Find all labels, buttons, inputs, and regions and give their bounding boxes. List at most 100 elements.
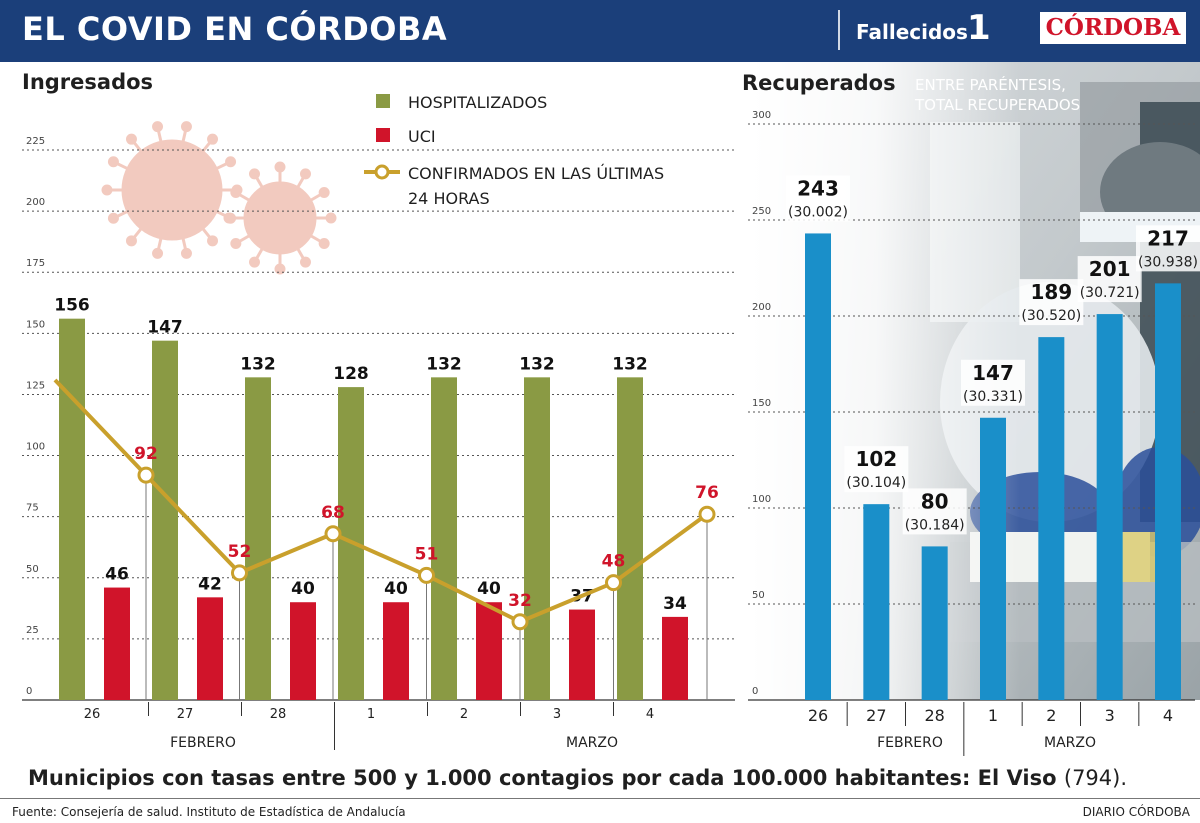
bar-uci: [476, 602, 502, 700]
ingresados-ytick-label: 175: [26, 258, 45, 269]
confirmados-point: [418, 566, 435, 584]
recuperados-total-label: (30.184): [905, 517, 965, 533]
label-hospitalizados: 147: [147, 318, 183, 338]
recuperados-ytick-label: 300: [752, 110, 771, 121]
ingresados-ytick-label: 225: [26, 136, 45, 147]
recuperados-xtick-label: 1: [988, 706, 998, 725]
recuperados-total-label: (30.520): [1021, 308, 1081, 324]
virus-spike-tip: [230, 187, 242, 198]
bar-hospitalizados: [524, 377, 550, 700]
legend-label-uci: UCI: [408, 127, 436, 146]
header-divider: [838, 10, 840, 50]
virus-spike-tip: [318, 187, 330, 198]
ingresados-ytick-label: 100: [26, 442, 45, 453]
confirmados-point: [605, 574, 622, 592]
fallecidos-label: Fallecidos: [856, 20, 968, 44]
virus-spike-tip: [274, 263, 286, 275]
recuperados-subtitle: ENTRE PARÉNTESIS, TOTAL RECUPERADOS: [914, 75, 1080, 114]
recuperados-total-label: (30.002): [788, 204, 848, 220]
bar-hospitalizados: [59, 318, 85, 700]
ingresados-xtick-label: 3: [553, 707, 561, 722]
recuperados-total-label: (30.721): [1080, 285, 1140, 301]
label-uci: 40: [384, 579, 408, 599]
legend-label-confirmados: CONFIRMADOS EN LAS ÚLTIMAS 24 HORAS: [408, 164, 664, 208]
bar-recuperados: [863, 504, 890, 700]
ingresados-group-label-febrero: FEBRERO: [170, 735, 236, 751]
label-hospitalizados: 132: [612, 354, 648, 374]
virus-spike-tip: [223, 212, 235, 224]
bar-uci: [662, 616, 688, 700]
confirmados-label: 76: [695, 483, 719, 503]
recuperados-ytick-label: 100: [752, 494, 771, 505]
recuperados-label-backdrop: [1077, 256, 1142, 303]
label-uci: 46: [105, 565, 129, 585]
virus-spike-tip: [300, 256, 311, 268]
recuperados-value-label: 147: [972, 361, 1014, 385]
virus-illustration: [101, 121, 337, 275]
confirmados-label: 92: [134, 444, 158, 464]
legend-swatch-hospitalizados: [376, 94, 390, 108]
bar-uci: [104, 587, 130, 700]
recuperados-label-backdrop: [1136, 225, 1200, 272]
virus-spike-tip: [125, 133, 137, 145]
recuperados-label-backdrop: [844, 446, 909, 493]
ingresados-group-label-marzo: MARZO: [566, 735, 618, 751]
ingresados-title: Ingresados: [22, 70, 153, 94]
label-uci: 42: [198, 574, 222, 594]
municipios-note: Municipios con tasas entre 500 y 1.000 c…: [28, 766, 1127, 790]
recuperados-ytick-label: 50: [752, 590, 765, 601]
label-hospitalizados: 132: [240, 354, 276, 374]
ingresados-ytick-label: 25: [26, 625, 39, 636]
virus-spike-tip: [300, 168, 311, 180]
ingresados-xtick-label: 1: [367, 707, 375, 722]
recuperados-xtick-label: 28: [924, 706, 944, 725]
bar-hospitalizados: [245, 377, 271, 700]
confirmados-point: [324, 525, 342, 543]
label-uci: 34: [663, 594, 687, 614]
logo-text: CÓRDOBA: [1045, 14, 1181, 41]
confirmados-point: [231, 564, 248, 582]
municipios-text: Municipios con tasas entre 500 y 1.000 c…: [28, 766, 1057, 790]
confirmados-label: 32: [508, 591, 532, 611]
virus-spike-tip: [249, 256, 260, 268]
recuperados-total-label: (30.104): [846, 475, 906, 491]
recuperados-total-label: (30.938): [1138, 254, 1198, 270]
recuperados-title: Recuperados: [742, 71, 896, 95]
logo: CÓRDOBA: [1040, 12, 1186, 44]
recuperados-xtick-label: 3: [1105, 706, 1115, 725]
recuperados-label-backdrop: [1019, 279, 1084, 326]
label-hospitalizados: 156: [54, 296, 90, 316]
recuperados-label-backdrop: [786, 175, 850, 222]
confirmados-point: [698, 505, 716, 523]
confirmados-point: [137, 466, 155, 484]
recuperados-value-label: 201: [1089, 257, 1131, 281]
recuperados-value-label: 189: [1030, 280, 1072, 304]
ingresados-xtick-label: 26: [84, 707, 101, 722]
virus-spike-tip: [152, 247, 164, 259]
confirmados-label: 51: [415, 544, 439, 564]
recuperados-group-label-marzo: MARZO: [1044, 735, 1096, 751]
recuperados-value-label: 217: [1147, 226, 1189, 250]
recuperados-ytick-label: 0: [752, 686, 758, 697]
virus-spike-tip: [107, 212, 119, 224]
legend-marker-confirmados: [374, 164, 390, 180]
recuperados-total-label: (30.331): [963, 389, 1023, 405]
virus-spike-tip: [207, 133, 219, 145]
virus-spike-tip: [107, 156, 119, 168]
ingresados-xtick-label: 2: [460, 707, 468, 722]
ingresados-legend: HOSPITALIZADOS UCI CONFIRMADOS EN LAS ÚL…: [364, 93, 664, 208]
confirmados-label: 48: [602, 552, 626, 572]
source-note: Fuente: Consejería de salud. Instituto d…: [12, 805, 406, 819]
recuperados-value-label: 102: [855, 447, 897, 471]
page-title: EL COVID EN CÓRDOBA: [22, 10, 448, 48]
virus-spike-tip: [225, 156, 237, 168]
recuperados-xtick-label: 27: [866, 706, 886, 725]
virus-spike-tip: [274, 161, 286, 173]
bar-hospitalizados: [152, 340, 178, 700]
virus-spike-tip: [125, 235, 137, 247]
virus-spike-tip: [325, 212, 337, 224]
ingresados-xtick-label: 28: [270, 707, 287, 722]
bar-recuperados: [805, 233, 831, 700]
virus-spike-tip: [207, 235, 219, 247]
